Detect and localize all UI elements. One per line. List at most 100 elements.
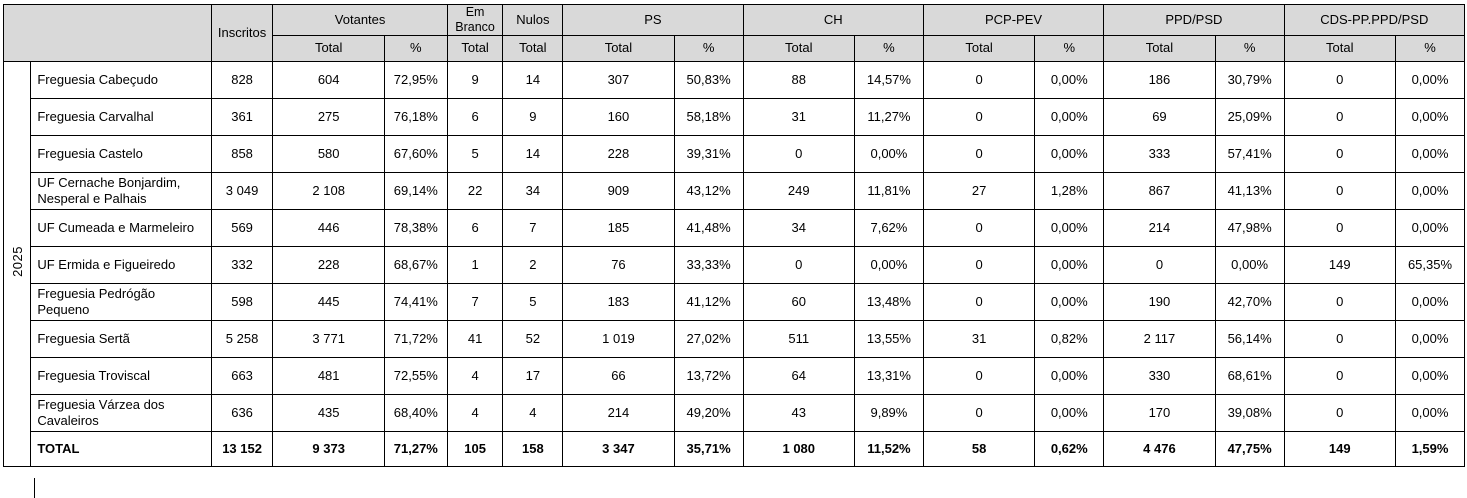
subheader-pcp-pct: % bbox=[1034, 34, 1105, 62]
cell-em-branco: 9 bbox=[446, 60, 504, 99]
cell-ps-total: 183 bbox=[562, 282, 675, 321]
cell-votantes-total: 435 bbox=[272, 393, 385, 432]
cell-pcp-total: 0 bbox=[922, 356, 1036, 395]
cell-ppd-pct: 30,79% bbox=[1214, 60, 1285, 99]
header-inscritos: Inscritos bbox=[210, 4, 274, 62]
row-label-freguesia: UF Cumeada e Marmeleiro bbox=[30, 208, 212, 247]
cell-ppd-total: 333 bbox=[1103, 134, 1216, 173]
cell-pcp-total: 0 bbox=[922, 60, 1036, 99]
cell-ps-pct: 58,18% bbox=[673, 97, 744, 136]
cell-nulos: 52 bbox=[502, 319, 564, 358]
cell-pcp-pct: 0,00% bbox=[1034, 356, 1105, 395]
cell-ppd-pct: 47,75% bbox=[1214, 430, 1285, 467]
cell-ps-pct: 39,31% bbox=[673, 134, 744, 173]
cell-ps-total: 185 bbox=[562, 208, 675, 247]
cell-cds-pct: 1,59% bbox=[1395, 430, 1465, 467]
cell-ppd-pct: 39,08% bbox=[1214, 393, 1285, 432]
subheader-ps-pct: % bbox=[673, 34, 744, 62]
cell-votantes-total: 228 bbox=[272, 245, 385, 284]
cell-nulos: 34 bbox=[502, 171, 564, 210]
subheader-ch-total: Total bbox=[742, 34, 855, 62]
cell-ps-total: 228 bbox=[562, 134, 675, 173]
cell-nulos: 7 bbox=[502, 208, 564, 247]
cell-ch-pct: 11,27% bbox=[853, 97, 924, 136]
cell-cds-pct: 0,00% bbox=[1395, 134, 1465, 173]
cell-cds-total: 0 bbox=[1283, 356, 1397, 395]
header-row-subcolumns: Total % Total Total Total % Total % Tota… bbox=[4, 34, 1465, 62]
cell-cds-total: 0 bbox=[1283, 171, 1397, 210]
header-group-ppd-psd: PPD/PSD bbox=[1103, 4, 1285, 36]
cell-ppd-pct: 41,13% bbox=[1214, 171, 1285, 210]
cell-ch-pct: 7,62% bbox=[853, 208, 924, 247]
cell-ps-pct: 50,83% bbox=[673, 60, 744, 99]
subheader-ps-total: Total bbox=[562, 34, 675, 62]
spreadsheet-canvas: Inscritos Votantes Em Branco Nulos PS CH… bbox=[0, 4, 1467, 498]
cell-ppd-total: 186 bbox=[1103, 60, 1216, 99]
cell-votantes-pct: 72,95% bbox=[383, 60, 448, 99]
cell-ppd-total: 170 bbox=[1103, 393, 1216, 432]
cell-pcp-total: 0 bbox=[922, 97, 1036, 136]
cell-inscritos: 5 258 bbox=[210, 319, 274, 358]
row-label-freguesia: UF Cernache Bonjardim, Nesperal e Palhai… bbox=[30, 171, 212, 210]
cell-votantes-pct: 78,38% bbox=[383, 208, 448, 247]
cell-nulos: 158 bbox=[502, 430, 564, 467]
table-row: Freguesia Sertã 5 258 3 771 71,72% 41 52 1 019… bbox=[4, 319, 1465, 358]
cell-ch-pct: 0,00% bbox=[853, 245, 924, 284]
cell-cds-total: 0 bbox=[1283, 97, 1397, 136]
cell-ch-total: 43 bbox=[742, 393, 855, 432]
table-row: Freguesia Troviscal 663 481 72,55% 4 17 66 13,7… bbox=[4, 356, 1465, 395]
header-group-ch: CH bbox=[742, 4, 924, 36]
cell-cds-total: 0 bbox=[1283, 282, 1397, 321]
cell-pcp-total: 0 bbox=[922, 134, 1036, 173]
cell-ppd-total: 190 bbox=[1103, 282, 1216, 321]
cell-pcp-pct: 1,28% bbox=[1034, 171, 1105, 210]
cell-ch-pct: 0,00% bbox=[853, 134, 924, 173]
cell-ps-total: 76 bbox=[562, 245, 675, 284]
cell-inscritos: 858 bbox=[210, 134, 274, 173]
cell-ppd-total: 867 bbox=[1103, 171, 1216, 210]
cell-votantes-pct: 71,72% bbox=[383, 319, 448, 358]
cell-ppd-total: 2 117 bbox=[1103, 319, 1216, 358]
cell-pcp-total: 58 bbox=[922, 430, 1036, 467]
header-group-em-branco: Em Branco bbox=[446, 4, 504, 36]
header-row-groups: Inscritos Votantes Em Branco Nulos PS CH… bbox=[3, 4, 1466, 62]
cell-votantes-total: 2 108 bbox=[272, 171, 385, 210]
cell-ch-pct: 11,52% bbox=[853, 430, 924, 467]
cell-nulos: 14 bbox=[502, 134, 564, 173]
header-group-pcp-pev: PCP-PEV bbox=[922, 4, 1105, 36]
cell-cds-pct: 0,00% bbox=[1395, 60, 1465, 99]
cell-votantes-total: 580 bbox=[272, 134, 385, 173]
cell-cds-pct: 0,00% bbox=[1395, 208, 1465, 247]
cell-ch-total: 0 bbox=[742, 245, 855, 284]
cell-cds-pct: 0,00% bbox=[1395, 97, 1465, 136]
cell-ch-pct: 11,81% bbox=[853, 171, 924, 210]
header-corner-blank bbox=[3, 4, 212, 62]
cell-votantes-total: 604 bbox=[272, 60, 385, 99]
cell-votantes-pct: 74,41% bbox=[383, 282, 448, 321]
cell-nulos: 14 bbox=[502, 60, 564, 99]
cell-cds-pct: 0,00% bbox=[1395, 171, 1465, 210]
table-body: 2025 Freguesia Cabeçudo 828 604 72,95% 9 14 307… bbox=[2, 60, 1465, 467]
cell-inscritos: 13 152 bbox=[210, 430, 274, 467]
subheader-em-branco-total: Total bbox=[446, 34, 504, 62]
cell-cds-pct: 0,00% bbox=[1395, 356, 1465, 395]
cell-ppd-total: 69 bbox=[1103, 97, 1216, 136]
row-label-freguesia: UF Ermida e Figueiredo bbox=[30, 245, 212, 284]
subheader-nulos-total: Total bbox=[502, 34, 564, 62]
cell-ps-total: 160 bbox=[562, 97, 675, 136]
cell-ppd-pct: 42,70% bbox=[1214, 282, 1285, 321]
cell-votantes-total: 9 373 bbox=[272, 430, 385, 467]
cell-pcp-pct: 0,00% bbox=[1034, 282, 1105, 321]
subheader-ppd-total: Total bbox=[1103, 34, 1216, 62]
cell-nulos: 9 bbox=[502, 97, 564, 136]
cell-ppd-total: 4 476 bbox=[1103, 430, 1216, 467]
cell-cds-total: 0 bbox=[1283, 60, 1397, 99]
cell-pcp-total: 0 bbox=[922, 245, 1036, 284]
cell-ch-total: 249 bbox=[742, 171, 855, 210]
table-row: Freguesia Castelo 858 580 67,60% 5 14 228 39,31… bbox=[4, 134, 1465, 173]
cell-ps-pct: 35,71% bbox=[673, 430, 744, 467]
subheader-cds-pct: % bbox=[1395, 34, 1465, 62]
cell-pcp-pct: 0,82% bbox=[1034, 319, 1105, 358]
cell-ppd-pct: 0,00% bbox=[1214, 245, 1285, 284]
cell-ps-pct: 27,02% bbox=[673, 319, 744, 358]
